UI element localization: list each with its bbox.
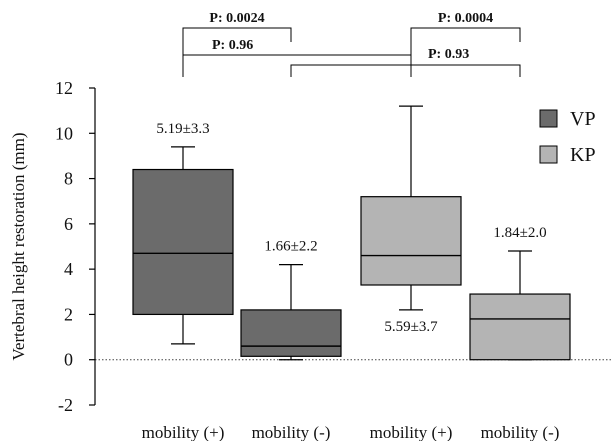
comparison-p-value: P: 0.93 xyxy=(428,47,469,62)
legend-swatch-vp xyxy=(539,109,558,128)
y-tick-label: 10 xyxy=(55,123,73,143)
legend: VP KP xyxy=(539,108,596,166)
mean-sd-annotation: 5.59±3.7 xyxy=(384,319,438,335)
axes-layer: -2 0 2 4 6 8 10 12 mobility (+) mobility (-) mobil… xyxy=(55,78,559,441)
comparison-brackets-layer: P: 0.0024 P: 0.0004 P: 0.96 P: 0.93 xyxy=(182,11,521,77)
annotations-layer: 5.19±3.3 1.66±2.2 5.59±3.7 1.84±2.0 xyxy=(156,121,546,335)
box-kp-2 xyxy=(360,196,462,286)
comparison-p-value: P: 0.0024 xyxy=(209,11,264,26)
y-tick-label: 6 xyxy=(64,214,73,234)
mean-sd-annotation: 5.19±3.3 xyxy=(156,121,209,137)
legend-label-kp: KP xyxy=(570,144,596,166)
comparison-bracket xyxy=(410,27,521,77)
mean-sd-annotation: 1.66±2.2 xyxy=(264,239,317,255)
y-tick-label: 4 xyxy=(64,259,73,279)
mean-sd-annotation: 1.84±2.0 xyxy=(493,225,546,241)
comparison-bracket xyxy=(182,27,292,77)
boxes-layer xyxy=(132,105,571,361)
y-tick-label: 0 xyxy=(64,350,73,370)
comparison-bracket xyxy=(290,64,521,77)
x-category-label: mobility (-) xyxy=(481,423,560,441)
legend-swatch-kp xyxy=(539,145,558,164)
box-vp-0 xyxy=(132,168,234,316)
comparison-p-value: P: 0.0004 xyxy=(438,11,493,26)
legend-label-vp: VP xyxy=(570,108,596,130)
comparison-p-value: P: 0.96 xyxy=(212,38,253,53)
y-axis-title: Vertebral height restoration (mm) xyxy=(9,132,28,360)
x-category-label: mobility (+) xyxy=(370,423,453,441)
x-category-label: mobility (-) xyxy=(252,423,331,441)
y-tick-label: 2 xyxy=(64,304,73,324)
x-category-label: mobility (+) xyxy=(142,423,225,441)
y-tick-label: 12 xyxy=(55,78,73,98)
box-kp-3 xyxy=(469,293,571,361)
y-tick-label: 8 xyxy=(64,169,73,189)
y-tick-label: -2 xyxy=(58,395,73,415)
comparison-bracket xyxy=(182,54,412,77)
box-vp-1 xyxy=(240,309,342,357)
